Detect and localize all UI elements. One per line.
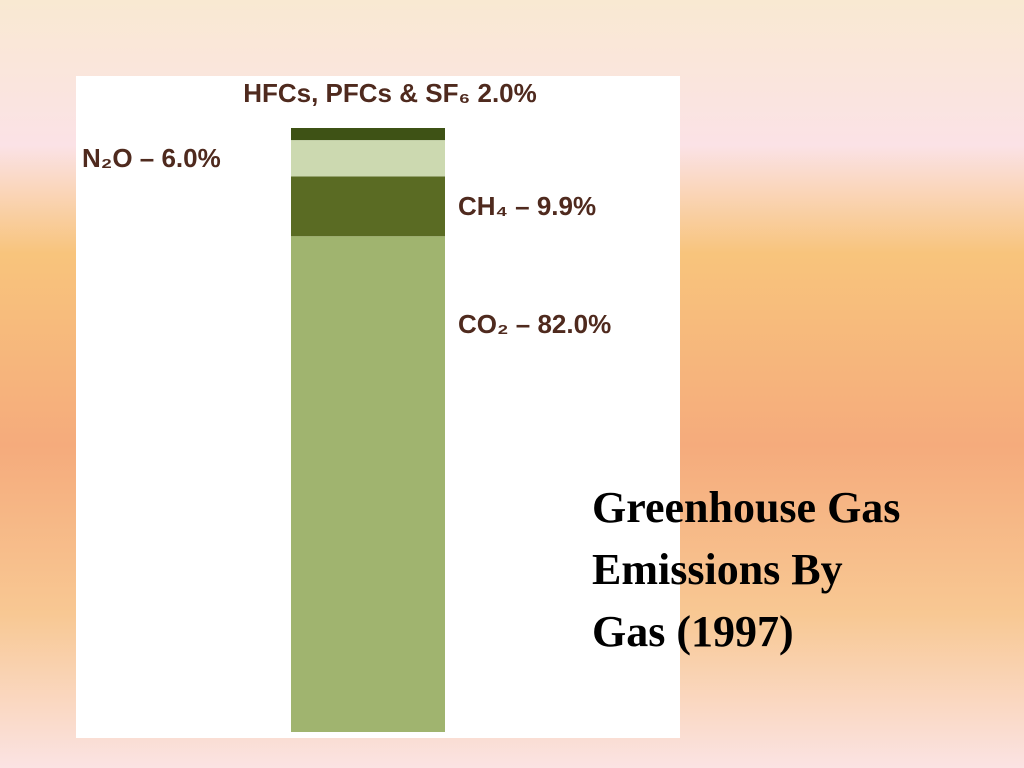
segment-label: CH₄ – 9.9% [458, 191, 596, 221]
segment-label: HFCs, PFCs & SF₆ 2.0% [243, 78, 537, 108]
bar-segment [291, 236, 445, 732]
chart-title: Greenhouse Gas Emissions By Gas (1997) [592, 483, 901, 656]
bar-segment [291, 140, 445, 177]
bar-segment [291, 176, 445, 237]
segment-label: N₂O – 6.0% [82, 143, 221, 173]
segment-label: CO₂ – 82.0% [458, 309, 611, 339]
bar-segment [291, 128, 445, 141]
